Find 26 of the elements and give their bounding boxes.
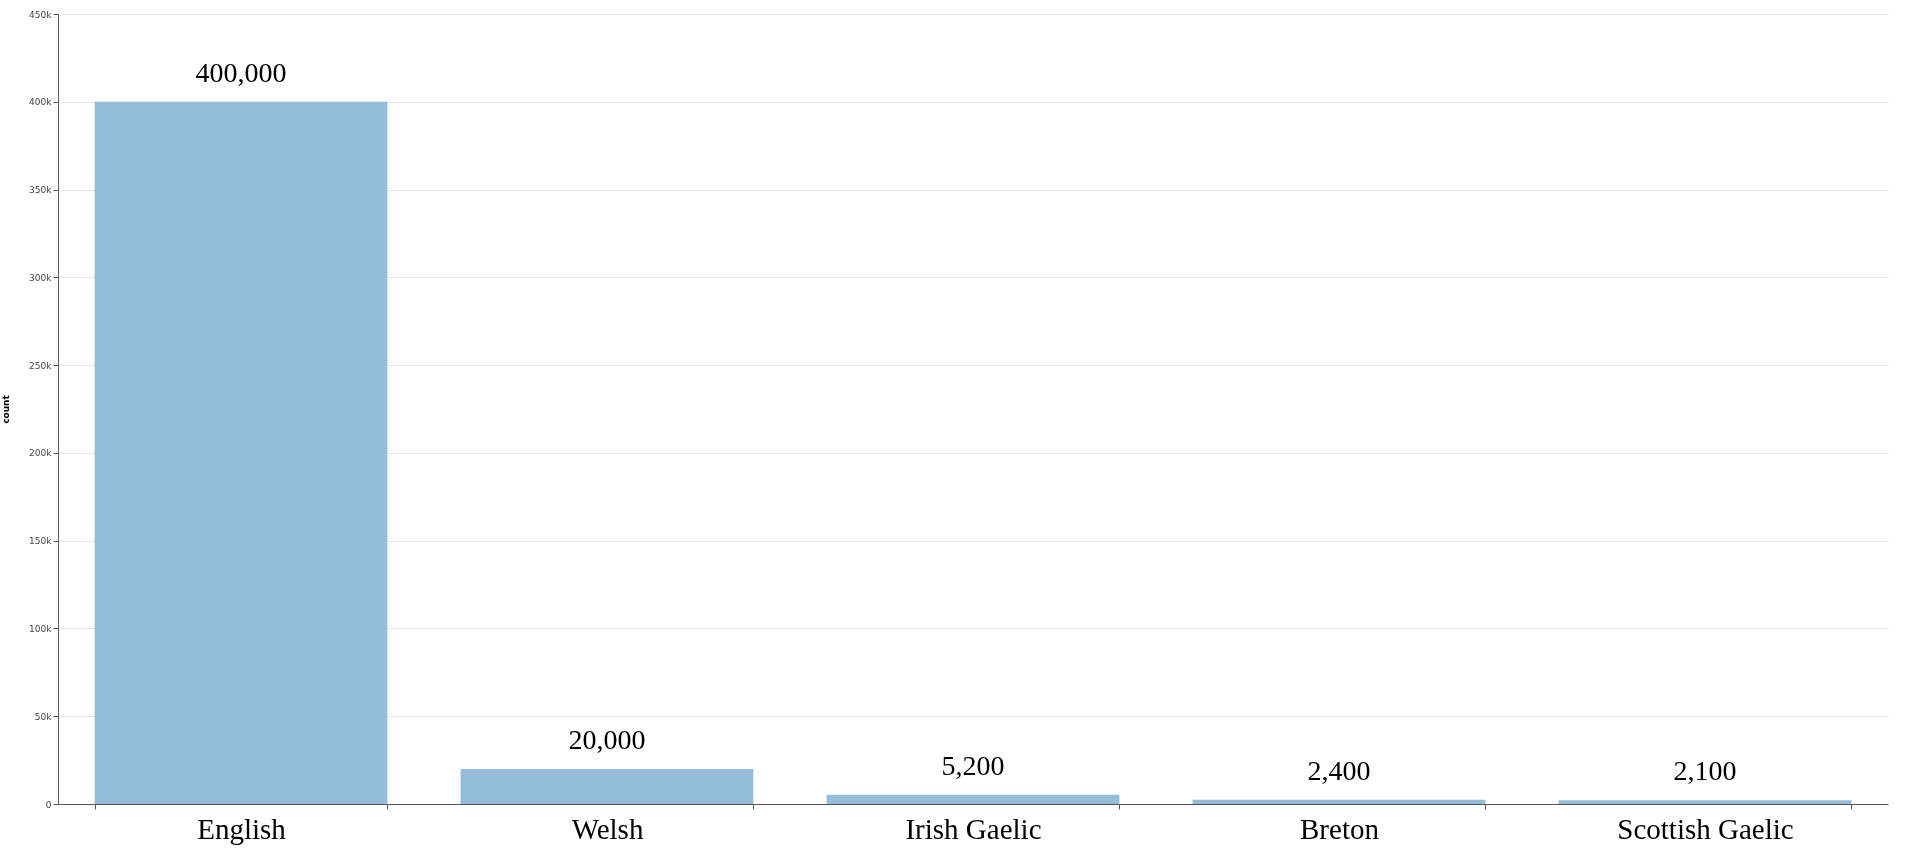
x-tick-label: Irish Gaelic xyxy=(905,812,1042,845)
x-tick-label: English xyxy=(197,812,287,845)
y-tick-label: 400k xyxy=(29,97,53,108)
data-label: 400,000 xyxy=(195,56,287,88)
data-label: 5,200 xyxy=(941,749,1005,781)
y-tick-label: 250k xyxy=(29,360,53,371)
data-label: 20,000 xyxy=(568,723,646,755)
data-label: 2,100 xyxy=(1673,755,1737,787)
y-tick-label: 50k xyxy=(34,711,53,722)
bar xyxy=(1192,799,1486,804)
y-tick-label: 300k xyxy=(29,272,53,283)
y-tick-label: 100k xyxy=(29,623,53,634)
y-tick-label: 200k xyxy=(29,448,53,459)
x-tick-label: Breton xyxy=(1300,812,1380,845)
bar xyxy=(94,101,388,804)
bar xyxy=(460,768,754,804)
y-tick-label: 350k xyxy=(29,185,53,196)
y-axis-title: count xyxy=(1,394,12,424)
bar xyxy=(826,794,1120,804)
y-tick-label: 0 xyxy=(45,799,52,810)
y-tick-label: 150k xyxy=(29,536,53,547)
data-label: 2,400 xyxy=(1307,754,1371,786)
x-tick-label: Scottish Gaelic xyxy=(1617,812,1794,845)
x-tick-label: Welsh xyxy=(571,812,644,845)
bar xyxy=(1558,800,1852,804)
y-tick-label: 450k xyxy=(29,9,53,20)
